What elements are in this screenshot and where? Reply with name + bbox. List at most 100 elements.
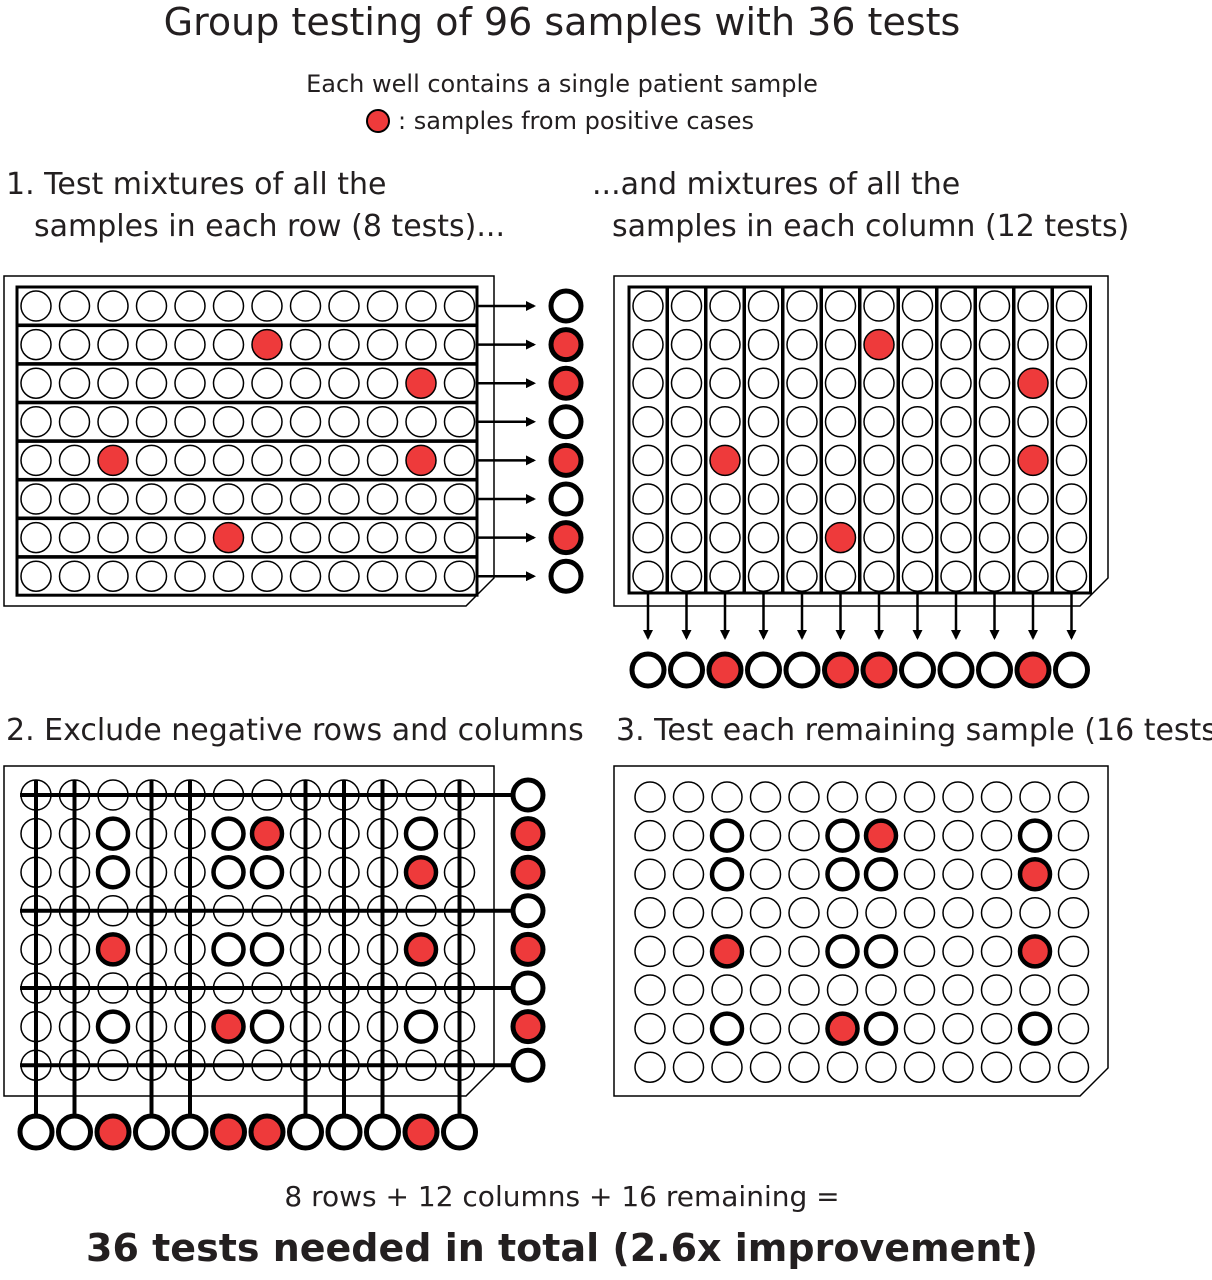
row-test-result [510, 970, 546, 1006]
well [289, 328, 322, 361]
row-test-result [548, 442, 584, 478]
well [942, 858, 974, 890]
well [366, 444, 399, 477]
column-test-result [783, 651, 821, 689]
well [901, 328, 934, 361]
well [901, 521, 934, 554]
well [328, 290, 360, 322]
well [97, 521, 129, 554]
remaining-well [863, 856, 899, 892]
well [328, 560, 360, 592]
column-test-result [248, 1113, 286, 1151]
well [672, 974, 705, 1006]
candidate-well [249, 854, 285, 890]
well [903, 1051, 936, 1083]
row-test-result [510, 1047, 546, 1083]
well [1057, 858, 1090, 890]
well [709, 444, 741, 477]
candidate-well [95, 854, 131, 890]
candidate-well [249, 816, 285, 851]
well [405, 406, 437, 438]
well [58, 328, 91, 361]
well [634, 1012, 666, 1045]
well [212, 406, 245, 438]
well [786, 290, 818, 322]
well [749, 935, 782, 968]
column-test-result [668, 651, 705, 689]
well [135, 290, 168, 322]
well [366, 290, 399, 322]
well [1057, 1051, 1090, 1083]
step2-label: 2. Exclude negative rows and columns [6, 713, 584, 748]
well [20, 367, 52, 399]
row-test-result [548, 481, 584, 517]
step3-label: 3. Test each remaining sample (16 tests) [616, 713, 1212, 748]
well [786, 328, 818, 361]
remaining-well [825, 1011, 860, 1046]
well [251, 328, 283, 361]
candidate-well [249, 932, 285, 967]
well [1057, 781, 1090, 813]
candidate-well [211, 1009, 246, 1044]
well [366, 406, 399, 438]
well [749, 819, 782, 852]
row-test-result [510, 777, 546, 813]
well [786, 560, 818, 592]
well [711, 974, 743, 1006]
row-test-result [510, 854, 546, 890]
well [980, 1051, 1013, 1083]
well [863, 483, 895, 515]
well [1017, 406, 1049, 438]
well [1057, 974, 1090, 1006]
well [788, 858, 820, 890]
plate-outline [3, 765, 495, 1097]
well [97, 483, 129, 515]
well [289, 521, 322, 554]
well [135, 328, 168, 361]
well [1055, 328, 1088, 361]
well [901, 367, 934, 399]
well [212, 444, 245, 477]
remaining-well [709, 818, 745, 853]
well [749, 974, 782, 1006]
well [97, 406, 129, 438]
step1-rows-line1: 1. Test mixtures of all the [6, 167, 387, 202]
well [1055, 444, 1088, 477]
well [366, 560, 399, 592]
well [405, 560, 437, 592]
column-test-result [822, 651, 859, 689]
well [786, 521, 818, 554]
well [634, 1051, 666, 1083]
well [634, 858, 666, 890]
well [749, 1012, 782, 1045]
well [863, 290, 895, 322]
well [672, 897, 705, 929]
well [978, 483, 1011, 515]
well [942, 819, 974, 852]
well [670, 521, 703, 554]
well [135, 444, 168, 477]
well [747, 560, 780, 592]
well [20, 483, 52, 515]
well [328, 521, 360, 554]
well [634, 974, 666, 1006]
well [135, 521, 168, 554]
well [405, 483, 437, 515]
well [865, 781, 897, 813]
well [212, 367, 245, 399]
well [634, 897, 666, 929]
well [940, 483, 972, 515]
row-test-result [510, 893, 546, 929]
row-test-result [510, 931, 546, 967]
well [709, 290, 741, 322]
column-test-result [402, 1113, 440, 1151]
well [865, 897, 897, 929]
well [1055, 521, 1088, 554]
well [942, 1051, 974, 1083]
well [328, 483, 360, 515]
well [901, 560, 934, 592]
well [709, 406, 741, 438]
positive-sample-icon [366, 109, 390, 133]
remaining-well [709, 934, 745, 969]
column-test-result [133, 1113, 170, 1151]
